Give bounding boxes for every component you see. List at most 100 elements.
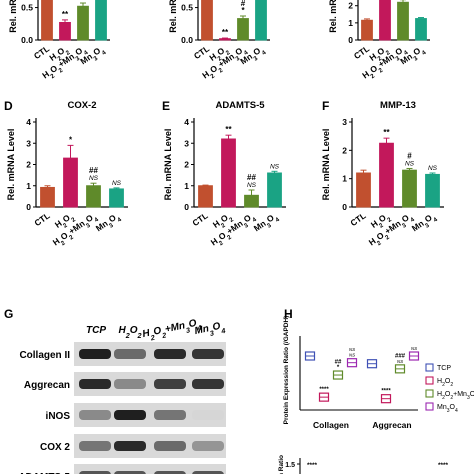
blot-band — [192, 441, 224, 451]
legend-label: TCP — [437, 365, 451, 372]
panel-letter: D — [4, 99, 13, 113]
category-label: H2O2 — [207, 43, 231, 66]
significance-label: # — [407, 151, 412, 160]
y-tick-label: 3 — [26, 138, 31, 148]
y-tick-label: 2 — [342, 145, 347, 155]
category-label: CTL — [190, 210, 209, 228]
y-tick-label: 4 — [26, 117, 31, 127]
y-axis-label: Rel. mRNA Level — [163, 129, 173, 201]
protein-expression-chart: Protein Expression Ratio (/GAPDH) **** ***… — [283, 316, 474, 430]
panel-letter: G — [4, 307, 13, 321]
blot-band — [79, 441, 111, 451]
legend-swatch — [425, 363, 434, 372]
panel-letter: F — [322, 99, 329, 113]
bar — [361, 19, 373, 41]
blot-band — [154, 410, 186, 420]
category-label: CTL — [352, 43, 371, 61]
blot-band — [192, 379, 224, 389]
bar — [40, 186, 55, 208]
chart-title: COX-2 — [67, 100, 96, 111]
blot-band — [79, 410, 111, 420]
y-tick-label: 1 — [342, 174, 347, 184]
y-axis-label: Rel. mR — [328, 0, 338, 33]
blot-row-label: COX 2 — [40, 442, 70, 453]
bar — [221, 138, 236, 208]
bar — [219, 38, 231, 41]
y-axis-label: Rel. mRNA Level — [6, 129, 16, 201]
significance-label: NS — [112, 180, 122, 187]
bar — [397, 1, 409, 41]
legend-label: H2O2 — [437, 378, 453, 388]
blot-band — [192, 471, 224, 474]
bar — [425, 173, 440, 208]
significance-label: ### — [395, 353, 406, 359]
blot-column-label: TCP — [86, 325, 106, 336]
category-label: H2O2 — [53, 210, 77, 233]
y-tick-label: 1.5 — [285, 462, 295, 469]
bar — [379, 0, 391, 41]
significance-label: NS — [405, 160, 415, 167]
significance-label: NS — [428, 165, 438, 172]
y-tick-label: 2 — [348, 1, 353, 11]
blot-band — [154, 379, 186, 389]
category-label: H2O2 — [211, 210, 235, 233]
y-tick-label: 0.5 — [21, 3, 33, 13]
y-tick-label: 1 — [184, 181, 189, 191]
significance-label: ## — [89, 166, 98, 175]
category-label: H2O2+Mn3O4 — [367, 210, 416, 250]
y-tick-label: 2 — [26, 160, 31, 170]
blot-band — [192, 349, 224, 359]
blot-band — [154, 471, 186, 474]
category-label: H2O2+Mn3O4 — [209, 210, 258, 250]
category-label: Mn3O4 — [398, 43, 427, 69]
panel-letter: H — [284, 307, 293, 321]
blot-row-label: iNOS — [46, 411, 71, 422]
significance-label: * — [81, 0, 85, 2]
blot-band — [114, 471, 146, 474]
bar — [95, 0, 107, 41]
significance-label: **** — [381, 389, 391, 395]
y-axis-label: Rel. mR — [8, 0, 18, 33]
blot-row-label: Collagen II — [19, 350, 70, 361]
significance-label: * — [241, 6, 245, 15]
significance-label: ** — [225, 125, 232, 134]
category-label: CTL — [32, 210, 51, 228]
y-tick-label: 3 — [342, 117, 347, 127]
group-label: Aggrecan — [372, 420, 411, 430]
bar — [63, 157, 78, 208]
bar-chart-F: 0123CTL**H2O2NS#H2O2+Mn3O4NSMn3O4MMP-13R… — [321, 100, 444, 250]
blot-column-label: H2O2 — [118, 325, 141, 340]
category-label: Mn3O4 — [78, 43, 107, 69]
blot-row-label: ADAMTS-5 — [18, 472, 70, 474]
category-label: Mn3O4 — [238, 43, 267, 69]
blot-band — [154, 349, 186, 359]
bar-chart-D: 01234CTL*H2O2NS##H2O2+Mn3O4NSMn3O4COX-2R… — [6, 100, 128, 247]
y-tick-label: 0.0 — [181, 35, 193, 45]
bar — [201, 0, 213, 41]
significance-label: * — [337, 365, 340, 371]
significance-label: NS — [411, 346, 417, 351]
bar — [244, 194, 259, 208]
category-label: CTL — [32, 43, 51, 61]
y-tick-label: 4 — [184, 117, 189, 127]
y-tick-label: 0 — [26, 202, 31, 212]
blot-row-label: Aggrecan — [24, 380, 70, 391]
legend-swatch — [425, 402, 434, 411]
y-tick-label: 0 — [184, 202, 189, 212]
bar — [109, 188, 124, 208]
significance-label: **** — [319, 387, 329, 393]
y-tick-label: 0 — [342, 202, 347, 212]
category-label: CTL — [348, 210, 367, 228]
significance-label: ## — [247, 173, 256, 182]
significance-label: * — [69, 135, 73, 144]
bar — [237, 18, 249, 41]
significance-label: ** — [222, 28, 229, 37]
category-label: Mn3O4 — [94, 210, 123, 236]
bar — [379, 142, 394, 208]
category-label: H2O2 — [369, 210, 393, 233]
y-axis-label: Rel. mR — [168, 0, 178, 33]
significance-label: **** — [438, 462, 449, 469]
category-label: Mn3O4 — [410, 210, 439, 236]
